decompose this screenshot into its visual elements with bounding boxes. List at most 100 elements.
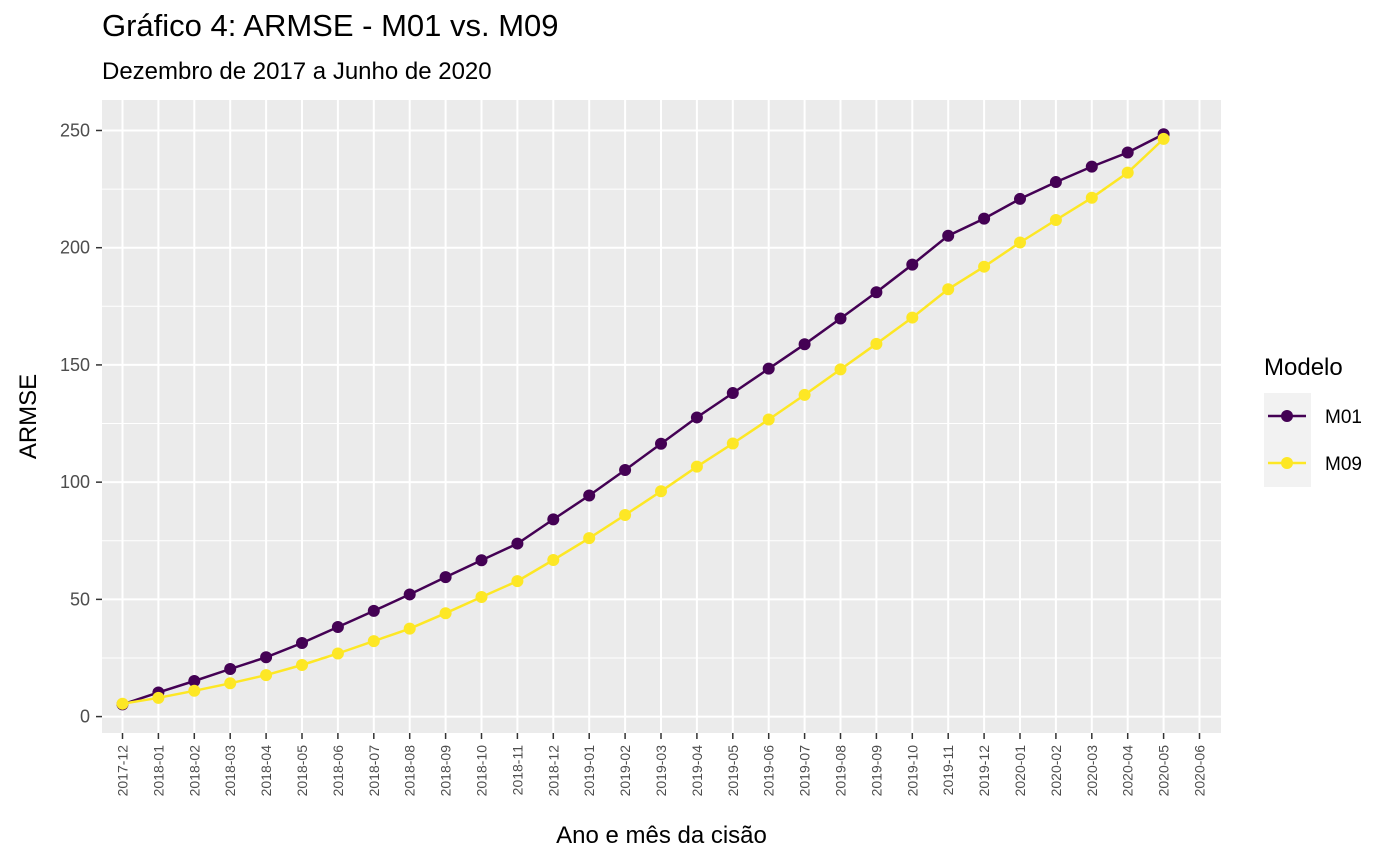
y-tick-label: 0 [80,707,90,727]
data-point-m01 [1049,176,1062,189]
data-point-m01 [1014,192,1026,205]
x-tick-label: 2019-12 [976,745,992,797]
x-tick-label: 2019-05 [725,745,741,797]
data-point-m09 [942,283,955,296]
chart-title: Gráfico 4: ARMSE - M01 vs. M09 [102,8,559,43]
data-point-m01 [978,212,991,225]
data-point-m09 [224,677,237,690]
data-point-m09 [547,553,560,566]
x-tick-label: 2019-06 [761,745,777,797]
x-tick-label: 2018-08 [402,745,418,797]
x-tick-label: 2019-08 [833,745,849,797]
data-point-m09 [834,363,847,376]
data-point-m01 [690,411,703,424]
data-point-m01 [224,662,237,675]
series-line-m01 [122,133,1165,706]
x-tick-label: 2018-01 [150,745,166,797]
data-point-m01 [547,513,560,526]
x-tick-label: 2019-02 [617,745,633,797]
data-point-m01 [1121,146,1134,159]
data-point-m01 [655,437,667,450]
legend-label: M01 [1325,407,1362,428]
data-point-m09 [870,337,883,350]
data-point-m01 [726,387,739,400]
x-tick-label: 2019-11 [940,745,956,796]
legend: Modelo M01 M09 [1264,354,1362,487]
y-tick-label: 250 [60,120,90,140]
legend-key-point [1281,457,1293,469]
x-tick-label: 2020-05 [1156,745,1172,797]
legend-key-background [1264,393,1311,487]
data-point-m09 [116,697,129,710]
data-point-m01 [439,571,452,584]
data-point-m01 [260,651,273,664]
x-tick-label: 2020-01 [1012,745,1028,797]
data-point-m09 [403,622,416,635]
data-point-m09 [655,485,667,498]
data-point-m09 [1049,214,1062,227]
data-point-m09 [583,532,596,545]
series-line-m09 [122,137,1165,705]
data-point-m01 [762,362,775,375]
y-tick-label: 100 [60,472,90,492]
data-point-m09 [726,437,739,450]
data-point-m01 [834,312,847,325]
data-point-m01 [942,229,955,242]
data-point-m09 [1014,236,1026,249]
data-point-m01 [403,588,416,601]
data-point-m01 [619,463,632,476]
x-axis: 2017-12 2018-01 2018-02 2018-03 2018-04 2018-… [115,733,1208,796]
data-point-m09 [1085,191,1098,204]
data-point-m09 [188,684,201,697]
x-tick-label: 2018-05 [294,745,310,797]
data-point-m09 [1121,166,1134,179]
x-tick-label: 2019-01 [581,745,597,797]
data-point-m01 [511,537,524,550]
data-point-m01 [475,554,488,567]
data-point-m01 [906,258,919,271]
data-point-m01 [1085,160,1098,173]
data-point-m09 [152,691,165,704]
chart-subtitle: Dezembro de 2017 a Junho de 2020 [102,58,492,85]
x-tick-label: 2018-03 [222,745,238,797]
x-tick-label: 2019-09 [868,745,884,797]
x-tick-label: 2019-10 [904,745,920,797]
x-tick-label: 2018-09 [438,745,454,797]
x-tick-label: 2020-04 [1120,745,1136,797]
x-tick-label: 2020-02 [1048,745,1064,797]
data-point-m01 [367,604,380,617]
data-point-m09 [978,260,991,273]
data-point-m09 [762,413,775,426]
data-point-m09 [798,388,811,401]
x-tick-label: 2018-12 [545,745,561,797]
data-point-m09 [1157,132,1170,145]
x-axis-label: Ano e mês da cisão [556,822,767,849]
series-layer [116,128,1170,711]
data-point-m01 [870,286,883,299]
x-tick-label: 2020-06 [1192,745,1208,797]
x-tick-label: 2018-11 [509,745,525,796]
data-point-m09 [511,575,524,588]
x-tick-label: 2019-03 [653,745,669,797]
data-point-m01 [188,674,201,687]
x-tick-label: 2017-12 [115,745,131,797]
y-tick-label: 50 [70,589,90,609]
legend-key-point [1281,410,1293,422]
data-point-m09 [367,635,380,648]
data-point-m09 [439,607,452,620]
data-point-m01 [798,338,811,351]
x-tick-label: 2019-07 [797,745,813,797]
legend-title: Modelo [1264,354,1343,381]
x-tick-label: 2018-02 [186,745,202,797]
data-point-m01 [296,636,308,649]
data-point-m09 [690,460,703,473]
data-point-m01 [331,621,344,634]
y-tick-label: 150 [60,355,90,375]
data-point-m09 [475,591,488,604]
data-point-m09 [619,508,632,521]
x-tick-label: 2019-04 [689,745,705,797]
y-axis: 0 50 100 150 200 250 [60,120,102,727]
y-tick-label: 200 [60,238,90,258]
data-point-m09 [906,311,919,324]
